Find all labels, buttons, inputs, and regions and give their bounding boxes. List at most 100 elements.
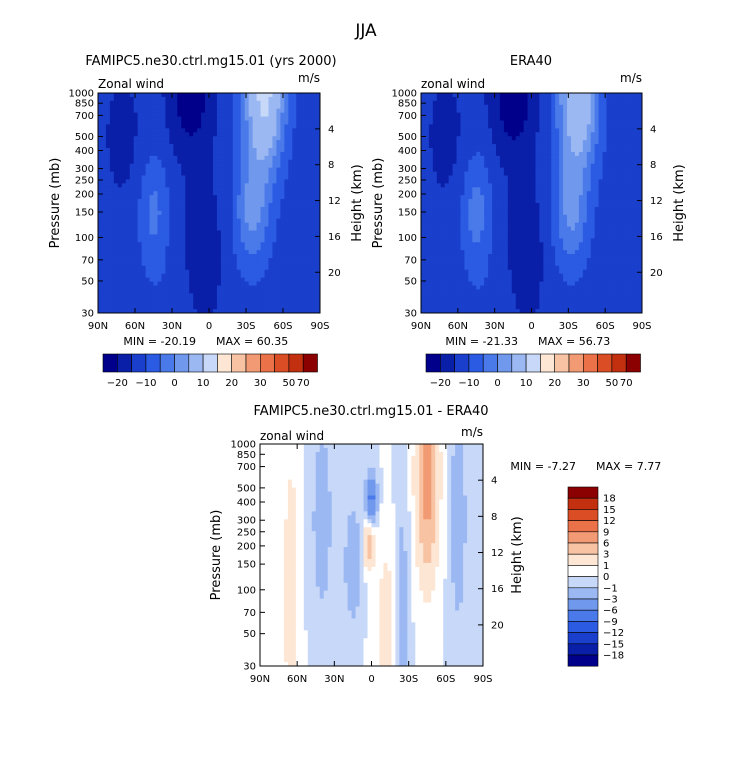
field-cell (197, 179, 201, 183)
field-cell (488, 215, 492, 219)
field-cell (476, 187, 480, 191)
field-cell (142, 113, 146, 117)
field-cell (134, 278, 138, 282)
field-cell (468, 101, 472, 105)
field-cell (457, 113, 461, 117)
field-cell (614, 148, 618, 152)
field-cell (421, 207, 425, 211)
field-cell (480, 93, 484, 97)
field-cell (492, 128, 496, 132)
field-cell (468, 211, 472, 215)
field-cell (453, 164, 457, 168)
field-cell (626, 183, 630, 187)
field-cell (217, 219, 221, 223)
field-cell (241, 132, 245, 136)
field-cell (567, 203, 571, 207)
field-cell (110, 195, 114, 199)
field-cell (114, 156, 118, 160)
field-cell (161, 215, 165, 219)
field-cell (249, 207, 253, 211)
field-cell (185, 148, 189, 152)
field-cell (201, 289, 205, 293)
field-cell (165, 242, 169, 246)
field-cell (185, 152, 189, 156)
field-cell (225, 242, 229, 246)
field-cell (543, 148, 547, 152)
field-cell (241, 258, 245, 262)
field-cell (177, 223, 181, 227)
field-cell (161, 305, 165, 309)
field-cell (492, 124, 496, 128)
field-cell (165, 93, 169, 97)
field-cell (610, 144, 614, 148)
field-cell (563, 191, 567, 195)
field-cell (161, 140, 165, 144)
field-cell (253, 250, 257, 254)
field-cell (276, 172, 280, 176)
field-cell (225, 203, 229, 207)
field-cell (433, 136, 437, 140)
field-cell (205, 156, 209, 160)
field-cell (268, 211, 272, 215)
x-tick-label: 60N (125, 321, 145, 332)
field-cell (535, 191, 539, 195)
field-cell (98, 254, 102, 258)
field-cell (217, 199, 221, 203)
field-cell (253, 219, 257, 223)
field-cell (225, 301, 229, 305)
field-cell (595, 211, 599, 215)
field-cell (193, 101, 197, 105)
field-cell (292, 164, 296, 168)
field-cell (453, 176, 457, 180)
field-cell (300, 262, 304, 266)
field-cell (272, 274, 276, 278)
field-cell (296, 179, 300, 183)
field-cell (185, 144, 189, 148)
field-cell (106, 207, 110, 211)
y2-tick-label: 16 (328, 232, 341, 243)
field-cell (575, 97, 579, 101)
field-cell (265, 305, 269, 309)
field-cell (229, 278, 233, 282)
field-cell (126, 242, 130, 246)
field-cell (193, 109, 197, 113)
field-cell (528, 124, 532, 128)
field-cell (460, 215, 464, 219)
field-cell (496, 156, 500, 160)
field-cell (209, 160, 213, 164)
y-tick-label: 700 (75, 111, 94, 122)
field-cell (284, 156, 288, 160)
field-cell (460, 179, 464, 183)
field-cell (154, 136, 158, 140)
field-cell (630, 105, 634, 109)
field-cell (559, 207, 563, 211)
field-cell (134, 199, 138, 203)
field-cell (563, 101, 567, 105)
field-cell (551, 207, 555, 211)
field-cell (245, 101, 249, 105)
field-cell (233, 101, 237, 105)
field-cell (599, 93, 603, 97)
field-cell (245, 227, 249, 231)
field-cell (98, 128, 102, 132)
field-cell (618, 160, 622, 164)
field-cell (539, 179, 543, 183)
field-cell (280, 132, 284, 136)
field-cell (492, 168, 496, 172)
field-cell (110, 93, 114, 97)
field-cell (205, 164, 209, 168)
field-cell (292, 156, 296, 160)
field-cell (591, 117, 595, 121)
field-cell (126, 297, 130, 301)
field-cell (157, 195, 161, 199)
field-cell (528, 156, 532, 160)
field-cell (150, 179, 154, 183)
field-cell (551, 191, 555, 195)
field-cell (595, 164, 599, 168)
field-cell (555, 156, 559, 160)
field-cell (547, 121, 551, 125)
field-cell (110, 183, 114, 187)
field-cell (606, 172, 610, 176)
field-cell (126, 172, 130, 176)
field-cell (102, 152, 106, 156)
